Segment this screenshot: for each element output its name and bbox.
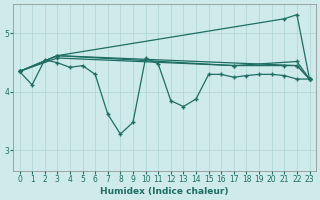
X-axis label: Humidex (Indice chaleur): Humidex (Indice chaleur) (100, 187, 229, 196)
